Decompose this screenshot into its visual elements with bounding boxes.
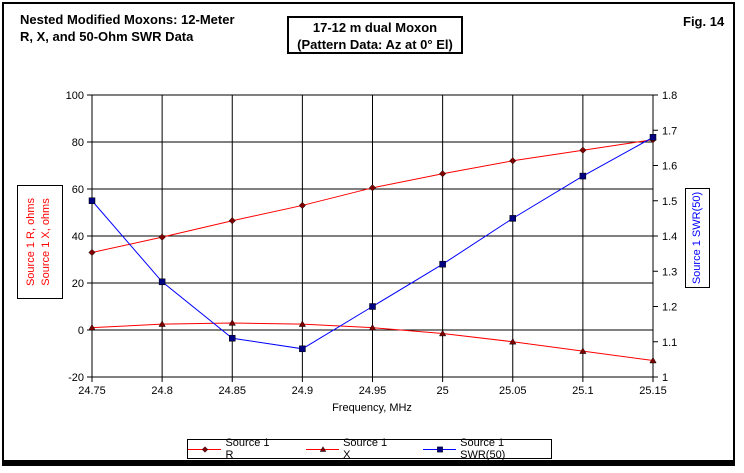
model-subtitle-line1: 17-12 m dual Moxon: [312, 20, 438, 35]
svg-text:1.2: 1.2: [662, 302, 677, 314]
svg-text:25: 25: [437, 385, 449, 397]
svg-text:1.7: 1.7: [662, 125, 677, 137]
svg-text:1.5: 1.5: [662, 196, 677, 208]
svg-text:1.4: 1.4: [662, 231, 677, 243]
right-axis-label: Source 1 SWR(50): [691, 191, 703, 285]
svg-text:1.3: 1.3: [662, 266, 677, 278]
svg-text:1.8: 1.8: [662, 90, 677, 102]
svg-text:1.6: 1.6: [662, 161, 677, 173]
svg-text:1.1: 1.1: [662, 337, 677, 349]
svg-text:24.95: 24.95: [359, 385, 387, 397]
svg-text:40: 40: [72, 231, 84, 243]
legend-marker-x-icon: [305, 445, 340, 452]
svg-text:24.8: 24.8: [151, 385, 172, 397]
svg-text:25.1: 25.1: [572, 385, 593, 397]
svg-text:20: 20: [72, 278, 84, 290]
legend-item: Source 1 SWR(50): [422, 437, 551, 461]
svg-text:100: 100: [66, 90, 84, 102]
legend-marker-swr-icon: [422, 446, 457, 452]
legend-label-r: Source 1 R: [225, 437, 270, 461]
chart-title: Nested Modified Moxons: 12-Meter R, X, a…: [20, 11, 235, 45]
left-axis-label-box: Source 1 R, ohms Source 1 X, ohms: [17, 185, 63, 299]
svg-text:24.85: 24.85: [218, 385, 246, 397]
right-axis-label-box: Source 1 SWR(50): [685, 188, 710, 288]
legend-marker-r-icon: [188, 445, 222, 453]
chart-legend: Source 1 R Source 1 X Source 1 SWR(50): [187, 437, 552, 461]
legend-item: Source 1 X: [305, 437, 397, 461]
svg-text:25.15: 25.15: [639, 385, 667, 397]
svg-text:25.05: 25.05: [499, 385, 527, 397]
svg-text:80: 80: [72, 137, 84, 149]
legend-item: Source 1 R: [188, 437, 280, 461]
svg-text:24.75: 24.75: [78, 385, 106, 397]
svg-text:0: 0: [78, 325, 84, 337]
left-axis-label: Source 1 R, ohms Source 1 X, ohms: [25, 197, 52, 287]
x-axis-title: Frequency, MHz: [332, 402, 412, 414]
chart-title-line2: R, X, and 50-Ohm SWR Data: [20, 29, 194, 44]
legend-label-x: Source 1 X: [343, 437, 388, 461]
model-subtitle-line2: (Pattern Data: Az at 0° El): [297, 37, 453, 52]
legend-label-swr: Source 1 SWR(50): [460, 437, 506, 461]
svg-text:24.9: 24.9: [292, 385, 313, 397]
svg-text:-20: -20: [68, 372, 84, 384]
figure-number: Fig. 14: [683, 14, 725, 29]
svg-text:1: 1: [662, 372, 668, 384]
model-subtitle-box: 17-12 m dual Moxon (Pattern Data: Az at …: [287, 16, 463, 54]
chart-title-line1: Nested Modified Moxons: 12-Meter: [20, 12, 235, 27]
svg-text:60: 60: [72, 184, 84, 196]
